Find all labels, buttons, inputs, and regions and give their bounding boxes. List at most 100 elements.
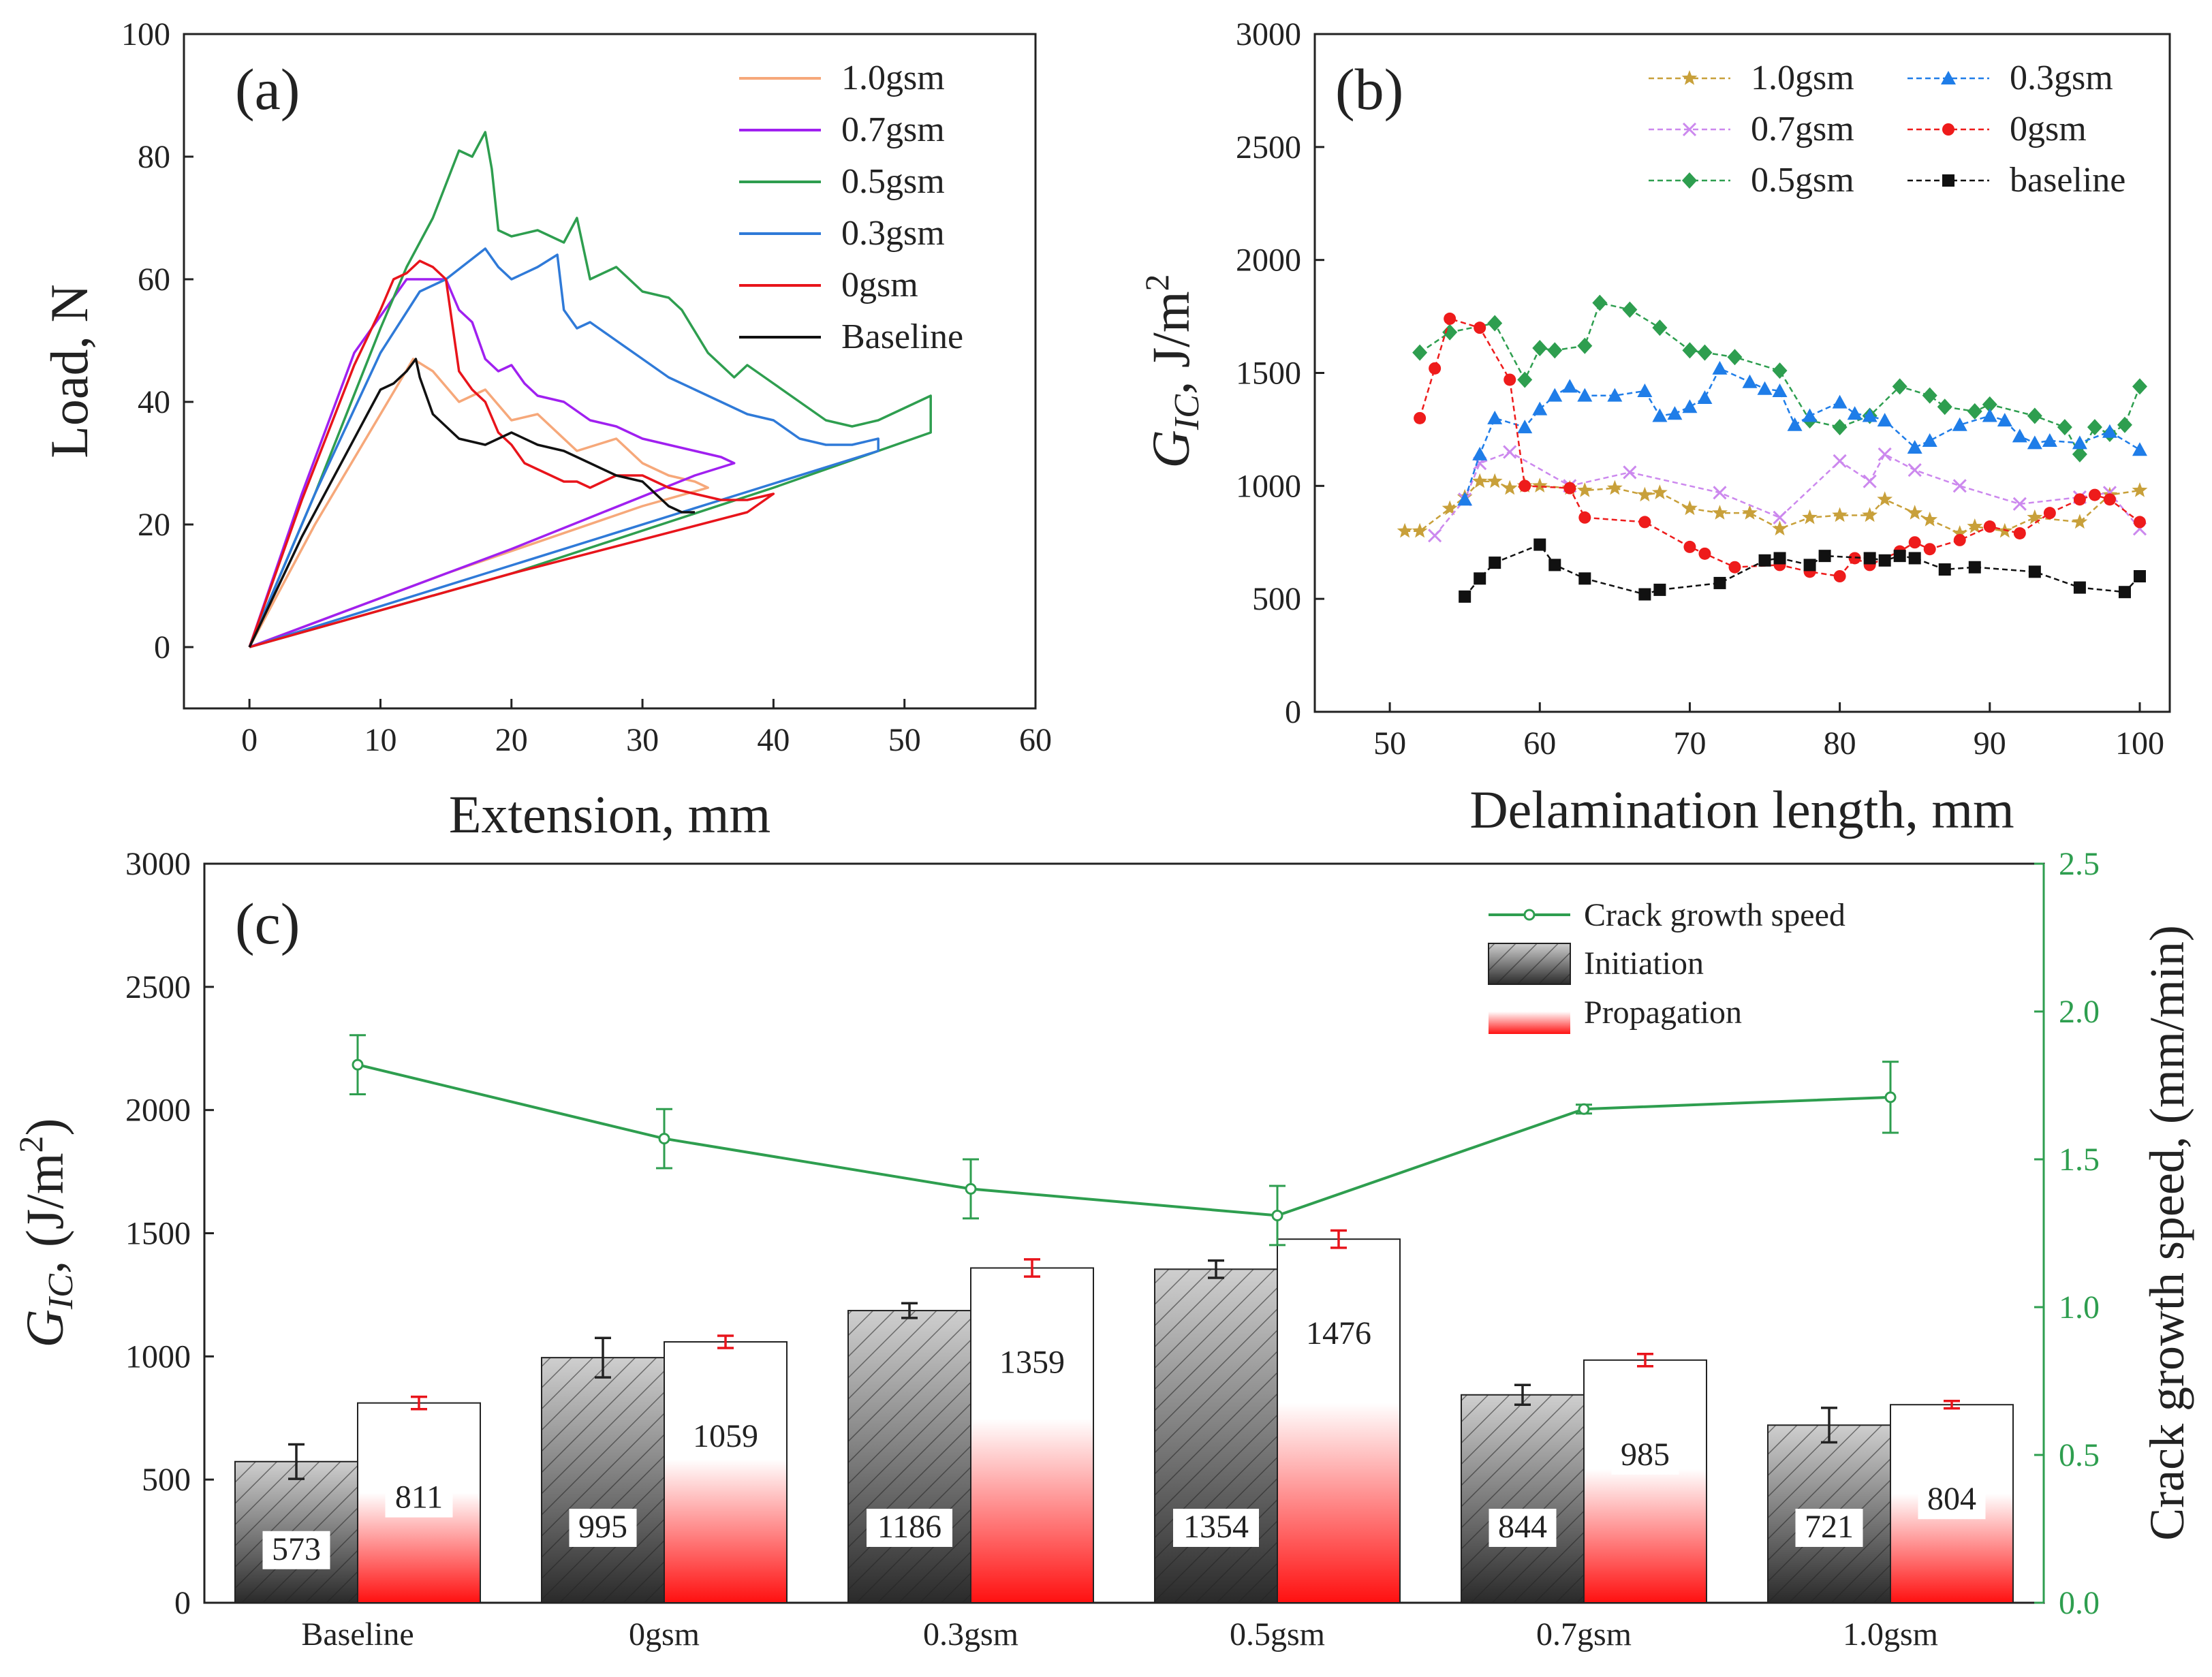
- panel-c-ytick-label: 2500: [125, 969, 191, 1005]
- panel-b-point-0.5gsm: [1442, 324, 1458, 341]
- panel-c-xtick-label: 0gsm: [629, 1616, 700, 1652]
- panel-c-xtick-label: 1.0gsm: [1843, 1616, 1938, 1652]
- panel-b-point-baseline: [1459, 590, 1471, 603]
- panel-c-propagation-value-bg: [1918, 1481, 1986, 1520]
- panel-a-xtick-label: 0: [241, 722, 258, 758]
- panel-b-point-0gsm: [1698, 547, 1711, 560]
- panel-c-bar-initiation-hatch: [1461, 1394, 1584, 1603]
- panel-c-ylabel-g: G: [15, 1309, 74, 1347]
- panel-b-point-1.0gsm: [1772, 520, 1788, 536]
- panel-c-bar-propagation: [664, 1341, 788, 1603]
- panel-b-point-0.3gsm: [2102, 424, 2117, 438]
- panel-c-speed-path: [357, 1063, 1891, 1217]
- panel-b-point-0gsm: [1908, 536, 1921, 549]
- panel-a-legend-label: 0.5gsm: [841, 162, 945, 201]
- panel-b-point-baseline: [1533, 538, 1546, 551]
- panel-b-point-0gsm: [2103, 493, 2116, 506]
- panel-b-point-0gsm: [1848, 552, 1861, 565]
- panel-b-point-baseline: [1968, 561, 1981, 574]
- panel-c-bar-propagation: [1583, 1359, 1707, 1603]
- panel-b-point-0gsm: [1578, 511, 1591, 524]
- panel-a-frame: [183, 33, 1037, 710]
- panel-b-point-baseline: [1474, 572, 1486, 585]
- panel-b-xlabel: Delamination length, mm: [1469, 780, 2014, 839]
- panel-a-series-0.7gsm: [248, 278, 736, 648]
- panel-b-point-0.3gsm: [1997, 413, 2012, 427]
- panel-b-point-0.3gsm: [1742, 374, 1758, 388]
- panel-b-label: (b): [1335, 57, 1403, 122]
- panel-a-legend-label: 1.0gsm: [841, 59, 945, 97]
- panel-c-y2tick-label: 2.5: [2059, 846, 2100, 882]
- panel-c-legend-initiation-label: Initiation: [1584, 945, 1704, 982]
- panel-b-xtick-label: 70: [1673, 725, 1706, 762]
- panel-b-point-1.0gsm: [1952, 525, 1968, 540]
- panel-a-legend-label: 0.3gsm: [841, 214, 945, 253]
- panel-b-point-0gsm: [1518, 480, 1531, 492]
- panel-c-propagation-value-bg: [1611, 1436, 1679, 1475]
- panel-b-point-0.5gsm: [1532, 340, 1548, 357]
- panel-c-ytick-label: 500: [142, 1462, 191, 1498]
- panel-c-ylabel-close: ): [15, 1118, 74, 1136]
- panel-b-point-baseline: [2133, 570, 2146, 582]
- panel-c-errorbar: [1024, 1258, 1040, 1278]
- panel-b-point-baseline: [1758, 554, 1771, 567]
- panel-a-xtick-label: 20: [495, 722, 528, 758]
- panel-b-point-1.0gsm: [1682, 500, 1698, 516]
- panel-c-speed-point: [1271, 1209, 1283, 1221]
- panel-b-point-0gsm: [1983, 520, 1996, 533]
- panel-b-point-0.5gsm: [1577, 337, 1593, 354]
- panel-c-propagation-value: 1476: [1306, 1315, 1371, 1351]
- panel-c-initiation-value-bg: [1489, 1509, 1557, 1547]
- panel-b-point-0gsm: [2043, 507, 2056, 520]
- panel-c-errorbar: [1514, 1383, 1531, 1406]
- panel-c-errorbar: [1330, 1229, 1347, 1249]
- panel-c-propagation-value: 985: [1621, 1437, 1670, 1473]
- panel-c-legend-propagation-label: Propagation: [1584, 994, 1742, 1031]
- panel-c-propagation-value-bg: [989, 1344, 1075, 1383]
- panel-b-point-0.3gsm: [1787, 417, 1803, 431]
- panel-b-point-0.3gsm: [1877, 413, 1892, 427]
- panel-b-legend-label: 0.5gsm: [1751, 161, 1854, 200]
- panel-c-speed-point: [1884, 1091, 1897, 1103]
- panel-b-point-baseline: [1893, 550, 1906, 563]
- panel-b-point-baseline: [2028, 565, 2041, 578]
- panel-b-point-0.3gsm: [1847, 406, 1863, 420]
- panel-b-ylabel: GIC, J/m2: [1138, 274, 1206, 468]
- panel-b-point-0.3gsm: [1487, 410, 1503, 424]
- panel-b-point-1.0gsm: [1922, 512, 1938, 527]
- panel-c-xtick-label: 0.7gsm: [1536, 1616, 1632, 1652]
- panel-b-point-1.0gsm: [1576, 482, 1593, 497]
- panel-b-point-0.7gsm: [1773, 510, 1787, 524]
- panel-c-initiation-value: 721: [1805, 1509, 1854, 1545]
- panel-b-ylabel-g: G: [1141, 430, 1200, 468]
- panel-b-point-0.3gsm: [1772, 383, 1788, 398]
- panel-c-errorbar: [1208, 1259, 1224, 1279]
- panel-c-errorbar: [411, 1395, 427, 1411]
- panel-b-point-0gsm: [2088, 488, 2101, 501]
- panel-a: (a) 0 10 20 30 40 50 60 0 20 40 60 80 100 1.0gsm 0.7g…: [40, 16, 1052, 844]
- panel-b-point-0gsm: [1833, 570, 1846, 582]
- panel-c-bar-initiation-hatch: [848, 1311, 971, 1603]
- panel-b-point-1.0gsm: [2072, 514, 2088, 529]
- panel-c-y2tick-label: 0.0: [2059, 1585, 2100, 1621]
- panel-c-legend-speed-marker: [1523, 909, 1536, 921]
- panel-b-point-baseline: [1818, 550, 1831, 563]
- panel-b-line-1.0gsm: [1405, 480, 2140, 535]
- panel-c-ytick-label: 3000: [125, 846, 191, 882]
- panel-a-xtick-label: 30: [626, 722, 659, 758]
- panel-b-point-0.5gsm: [1727, 349, 1743, 366]
- panel-c-ylabel-sub: IC: [42, 1273, 80, 1310]
- panel-c-ylabel-sup: 2: [12, 1135, 50, 1153]
- panel-b-point-0.5gsm: [1622, 301, 1638, 318]
- panel-b-point-1.0gsm: [2132, 482, 2148, 497]
- panel-b-point-1.0gsm: [1442, 500, 1458, 516]
- panel-c-speed-point: [1578, 1103, 1590, 1115]
- panel-c-y2label: Crack growth speed, (mm/min): [2140, 925, 2194, 1541]
- panel-b-legend-marker: [1682, 172, 1697, 189]
- panel-c-initiation-value: 573: [272, 1531, 321, 1567]
- panel-c-propagation-value: 811: [395, 1479, 443, 1516]
- panel-b-point-0.7gsm: [1623, 465, 1637, 480]
- panel-c-legend-speed-label: Crack growth speed: [1584, 897, 1845, 933]
- panel-a-ytick-label: 100: [121, 16, 170, 52]
